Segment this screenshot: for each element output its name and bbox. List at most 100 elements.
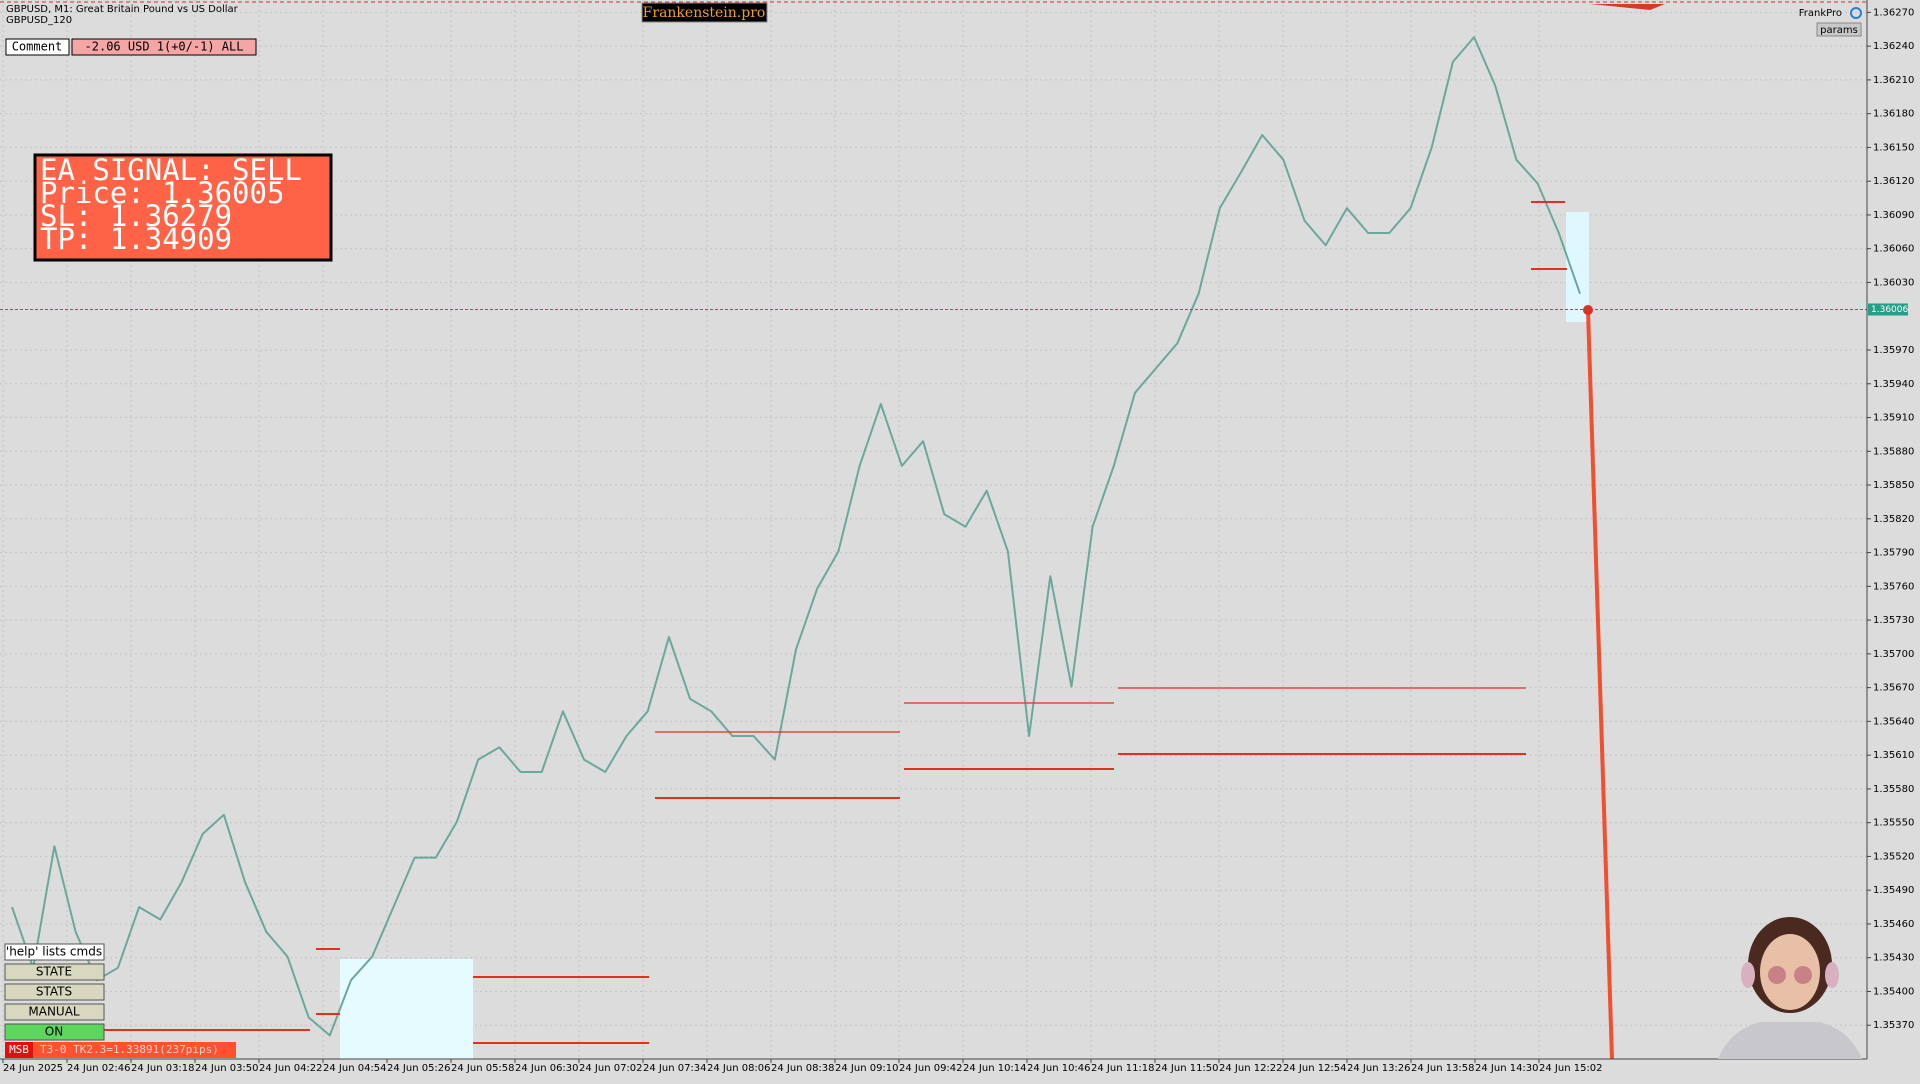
subtitle: GBPUSD_120	[6, 15, 72, 26]
signal-box	[33, 153, 333, 262]
x-tick-label: 24 Jun 12:54	[1283, 1063, 1347, 1074]
symbol: GBPUSD, M1: Great Britain Pound vs US Do…	[6, 4, 239, 15]
button-label[interactable]: STATE	[36, 965, 72, 979]
y-tick-label: 1.35730	[1873, 615, 1914, 626]
button-box	[4, 943, 105, 961]
y-tick-label: 1.35400	[1873, 986, 1914, 997]
zone-box	[1566, 212, 1589, 322]
params-box[interactable]	[1816, 22, 1862, 37]
y-tick-label: 1.36150	[1873, 142, 1914, 153]
buttons: 'help' lists cmds STATE STATS MANUAL ON	[4, 943, 105, 1041]
y-axis-labels: 1.36270 1.36240 1.36210 1.36180 1.36150 1.361…	[1867, 7, 1914, 1031]
button-label[interactable]: MANUAL	[28, 1005, 80, 1019]
button-box[interactable]	[4, 1003, 105, 1021]
comment-box	[71, 38, 257, 56]
current-price-box	[1868, 303, 1908, 316]
x-tick-label: 24 Jun 03:18	[131, 1063, 195, 1074]
y-tick-label: 1.35460	[1873, 919, 1914, 930]
x-tick-label: 24 Jun 07:34	[643, 1063, 707, 1074]
y-tick-label: 1.36030	[1873, 277, 1914, 288]
x-tick-label: 24 Jun 12:22	[1219, 1063, 1283, 1074]
x-tick-label: 24 Jun 04:54	[323, 1063, 387, 1074]
x-tick-label: 24 Jun 15:02	[1539, 1063, 1603, 1074]
button-box[interactable]	[4, 963, 105, 981]
comment-label: Comment	[12, 40, 63, 54]
y-tick-label: 1.36210	[1873, 75, 1914, 86]
status-text: T3-0 TK2.3=1.33891(237pips)	[40, 1043, 219, 1056]
button-box[interactable]	[4, 983, 105, 1001]
x-tick-label: 24 Jun 07:02	[579, 1063, 643, 1074]
avatar-glass	[1794, 966, 1812, 984]
current-price-label: 1.36006	[1871, 305, 1908, 315]
x-tick-label: 24 Jun 11:50	[1155, 1063, 1219, 1074]
button-label[interactable]: STATS	[36, 985, 72, 999]
y-tick-label: 1.35850	[1873, 480, 1914, 491]
y-tick-label: 1.35520	[1873, 851, 1914, 862]
y-tick-label: 1.36180	[1873, 109, 1914, 120]
x-tick-label: 24 Jun 11:18	[1091, 1063, 1155, 1074]
x-tick-label: 24 Jun 13:58	[1411, 1063, 1475, 1074]
y-tick-label: 1.36120	[1873, 176, 1914, 187]
signal-line: TP: 1.34909	[40, 222, 232, 256]
y-tick-label: 1.36060	[1873, 244, 1914, 255]
x-axis-labels: 24 Jun 2025 24 Jun 02:46 24 Jun 03:18 24 Ju…	[2, 1059, 1603, 1074]
y-tick-label: 1.35880	[1873, 446, 1914, 457]
y-tick-label: 1.35700	[1873, 649, 1914, 660]
x-tick-label: 24 Jun 14:30	[1475, 1063, 1539, 1074]
y-tick-label: 1.35580	[1873, 784, 1914, 795]
x-tick-label: 24 Jun 2025	[3, 1063, 63, 1074]
brand: Frankenstein.pro	[643, 5, 766, 21]
avatar	[1718, 917, 1862, 1059]
x-tick-label: 24 Jun 05:58	[451, 1063, 515, 1074]
zone-box	[340, 959, 473, 1059]
signal-line: Price: 1.36005	[40, 176, 284, 210]
button-label[interactable]: ON	[45, 1025, 63, 1039]
button-label: 'help' lists cmds	[6, 945, 102, 959]
price-line	[11, 36, 1581, 1037]
y-tick-label: 1.35970	[1873, 345, 1914, 356]
avatar-face	[1760, 934, 1820, 1010]
x-tick-label: 24 Jun 02:46	[67, 1063, 131, 1074]
arrow-head	[1590, 4, 1665, 10]
user: FrankPro	[1799, 8, 1842, 19]
y-tick-label: 1.35610	[1873, 750, 1914, 761]
y-tick-label: 1.36090	[1873, 210, 1914, 221]
comment-label-box	[5, 38, 70, 56]
y-tick-label: 1.35640	[1873, 716, 1914, 727]
y-tick-label: 1.35550	[1873, 818, 1914, 829]
comment-text: -2.06 USD 1(+0/-1) ALL	[85, 40, 244, 54]
y-tick-label: 1.35940	[1873, 379, 1914, 390]
y-tick-label: 1.35820	[1873, 514, 1914, 525]
button-box[interactable]	[4, 1023, 105, 1041]
status-box	[33, 1042, 236, 1058]
y-tick-label: 1.35430	[1873, 953, 1914, 964]
current-price: 1.36006	[0, 303, 1908, 316]
x-tick-label: 24 Jun 06:30	[515, 1063, 579, 1074]
x-tick-label: 24 Jun 13:26	[1347, 1063, 1411, 1074]
status-tag: MSB	[9, 1043, 29, 1056]
status-tag-box	[5, 1042, 33, 1058]
x-tick-label: 24 Jun 08:06	[707, 1063, 771, 1074]
price-layer	[11, 36, 1581, 1037]
x-tick-label: 24 Jun 09:42	[899, 1063, 963, 1074]
y-tick-label: 1.36240	[1873, 41, 1914, 52]
x-tick-label: 24 Jun 10:14	[963, 1063, 1027, 1074]
y-tick-label: 1.36270	[1873, 7, 1914, 18]
brand-box	[641, 2, 768, 23]
x-tick-label: 24 Jun 05:26	[387, 1063, 451, 1074]
y-tick-label: 1.35370	[1873, 1020, 1914, 1031]
y-tick-label: 1.35910	[1873, 413, 1914, 424]
params[interactable]: params	[1820, 25, 1858, 36]
x-tick-label: 24 Jun 09:10	[835, 1063, 899, 1074]
avatar-body	[1718, 1022, 1862, 1059]
y-tick-label: 1.35790	[1873, 548, 1914, 559]
levels	[6, 201, 1567, 1044]
signal-line: SL: 1.36279	[40, 199, 232, 233]
y-tick-label: 1.35670	[1873, 683, 1914, 694]
avatar-headphone	[1825, 962, 1839, 988]
signal-line: EA SIGNAL: SELL	[40, 153, 302, 187]
y-tick-label: 1.35760	[1873, 581, 1914, 592]
